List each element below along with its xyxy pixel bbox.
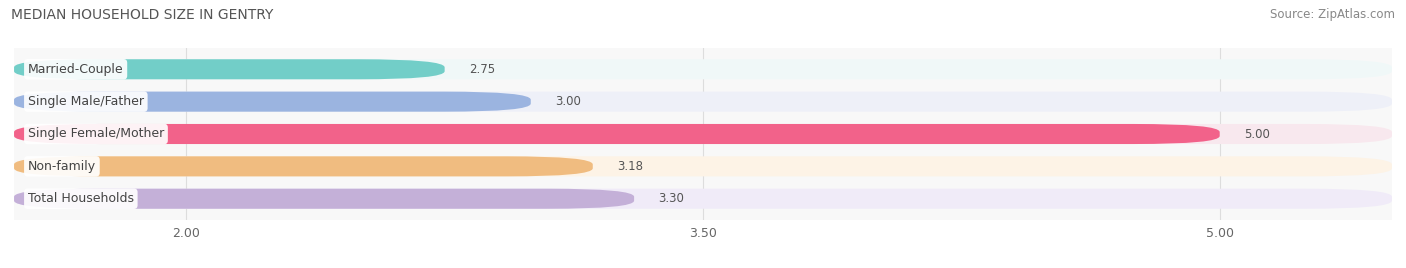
FancyBboxPatch shape bbox=[14, 189, 1392, 209]
FancyBboxPatch shape bbox=[14, 189, 634, 209]
FancyBboxPatch shape bbox=[14, 59, 444, 79]
Text: Non-family: Non-family bbox=[28, 160, 96, 173]
Text: 3.00: 3.00 bbox=[555, 95, 581, 108]
Text: Single Female/Mother: Single Female/Mother bbox=[28, 128, 165, 140]
Text: 3.18: 3.18 bbox=[617, 160, 643, 173]
FancyBboxPatch shape bbox=[14, 92, 1392, 112]
Text: 3.30: 3.30 bbox=[658, 192, 685, 205]
FancyBboxPatch shape bbox=[14, 156, 593, 176]
FancyBboxPatch shape bbox=[14, 59, 1392, 79]
Text: Source: ZipAtlas.com: Source: ZipAtlas.com bbox=[1270, 8, 1395, 21]
FancyBboxPatch shape bbox=[14, 124, 1220, 144]
Text: MEDIAN HOUSEHOLD SIZE IN GENTRY: MEDIAN HOUSEHOLD SIZE IN GENTRY bbox=[11, 8, 274, 22]
FancyBboxPatch shape bbox=[14, 156, 1392, 176]
Text: Married-Couple: Married-Couple bbox=[28, 63, 124, 76]
Text: 2.75: 2.75 bbox=[468, 63, 495, 76]
FancyBboxPatch shape bbox=[14, 124, 1392, 144]
FancyBboxPatch shape bbox=[14, 92, 531, 112]
Text: Total Households: Total Households bbox=[28, 192, 134, 205]
Text: Single Male/Father: Single Male/Father bbox=[28, 95, 143, 108]
Text: 5.00: 5.00 bbox=[1244, 128, 1270, 140]
